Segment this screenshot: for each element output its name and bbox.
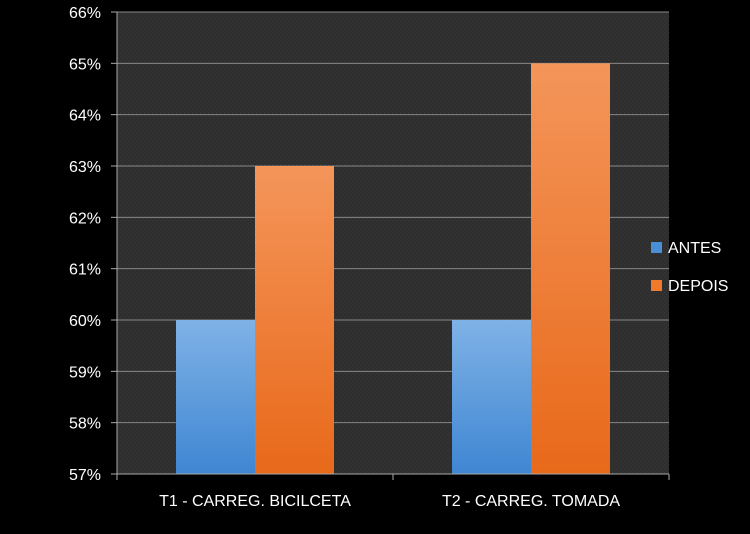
y-tick-label: 60% xyxy=(69,313,101,330)
y-tick-label: 62% xyxy=(69,210,101,227)
y-tick-label: 65% xyxy=(69,56,101,73)
y-tick-label: 66% xyxy=(69,5,101,22)
y-tick-label: 59% xyxy=(69,364,101,381)
bars xyxy=(176,63,610,474)
bar-depois-1 xyxy=(255,166,334,474)
legend: ANTES DEPOIS xyxy=(651,240,728,295)
legend-swatch-depois xyxy=(651,280,662,291)
y-tick-label: 64% xyxy=(69,108,101,125)
legend-swatch-antes xyxy=(651,242,662,253)
y-axis-ticks: 57% 58% 59% 60% 61% 62% 63% 64% 65% 66% xyxy=(69,5,117,484)
y-tick-label: 58% xyxy=(69,416,101,433)
y-tick-label: 63% xyxy=(69,159,101,176)
legend-label-depois: DEPOIS xyxy=(668,278,728,295)
bar-antes-2 xyxy=(452,320,531,474)
x-axis-ticks: T1 - CARREG. BICILCETA T2 - CARREG. TOMAD… xyxy=(116,474,670,510)
bar-depois-2 xyxy=(531,63,610,474)
x-category-label: T1 - CARREG. BICILCETA xyxy=(159,493,351,510)
bar-antes-1 xyxy=(176,320,255,474)
x-category-label: T2 - CARREG. TOMADA xyxy=(442,493,620,510)
y-tick-label: 57% xyxy=(69,467,101,484)
y-tick-label: 61% xyxy=(69,262,101,279)
legend-label-antes: ANTES xyxy=(668,240,721,257)
